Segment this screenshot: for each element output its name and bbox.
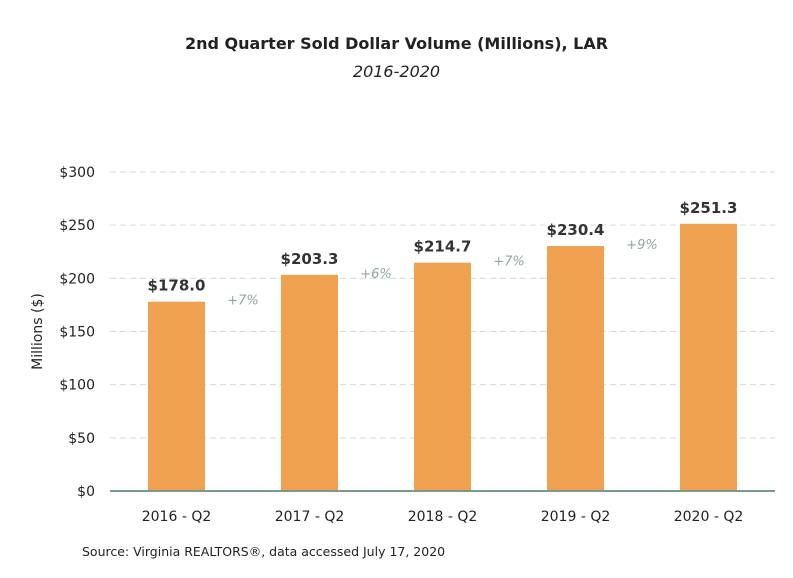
bar xyxy=(414,262,471,491)
bar-value-label: $251.3 xyxy=(680,199,738,217)
y-tick-label: $150 xyxy=(59,325,95,341)
x-tick-label: 2017 - Q2 xyxy=(275,509,345,525)
change-labels: +7% +6% +7% +9% xyxy=(227,238,658,309)
x-axis-ticks: 2016 - Q2 2017 - Q2 2018 - Q2 2019 - Q2 2020… xyxy=(142,509,744,525)
chart-subtitle: 2016-2020 xyxy=(352,62,441,81)
bar-value-label: $203.3 xyxy=(281,250,339,268)
bar xyxy=(281,274,338,491)
bar xyxy=(148,301,205,491)
bar-value-label: $230.4 xyxy=(547,221,605,239)
change-label: +6% xyxy=(360,267,392,282)
bar xyxy=(680,223,737,491)
value-labels: $178.0 $203.3 $214.7 $230.4 $251.3 xyxy=(148,199,738,295)
bars xyxy=(148,223,737,491)
x-tick-label: 2019 - Q2 xyxy=(541,509,611,525)
x-tick-label: 2020 - Q2 xyxy=(674,509,744,525)
y-tick-label: $200 xyxy=(59,271,95,287)
y-tick-label: $100 xyxy=(59,378,95,394)
change-label: +7% xyxy=(493,255,525,270)
bar xyxy=(547,246,604,491)
x-tick-label: 2018 - Q2 xyxy=(408,509,478,525)
y-tick-label: $50 xyxy=(68,431,95,447)
y-axis-label: Millions ($) xyxy=(30,293,46,370)
y-tick-label: $0 xyxy=(77,484,95,500)
y-tick-label: $250 xyxy=(59,218,95,234)
y-tick-label: $300 xyxy=(59,165,95,181)
bar-value-label: $178.0 xyxy=(148,277,206,295)
chart-title: 2nd Quarter Sold Dollar Volume (Millions… xyxy=(184,34,609,53)
y-axis-ticks: $0 $50 $100 $150 $200 $250 $300 xyxy=(59,165,95,500)
change-label: +9% xyxy=(626,238,658,253)
x-tick-label: 2016 - Q2 xyxy=(142,509,212,525)
change-label: +7% xyxy=(227,294,259,309)
bar-value-label: $214.7 xyxy=(414,238,472,256)
source-note: Source: Virginia REALTORS®, data accesse… xyxy=(82,544,446,559)
